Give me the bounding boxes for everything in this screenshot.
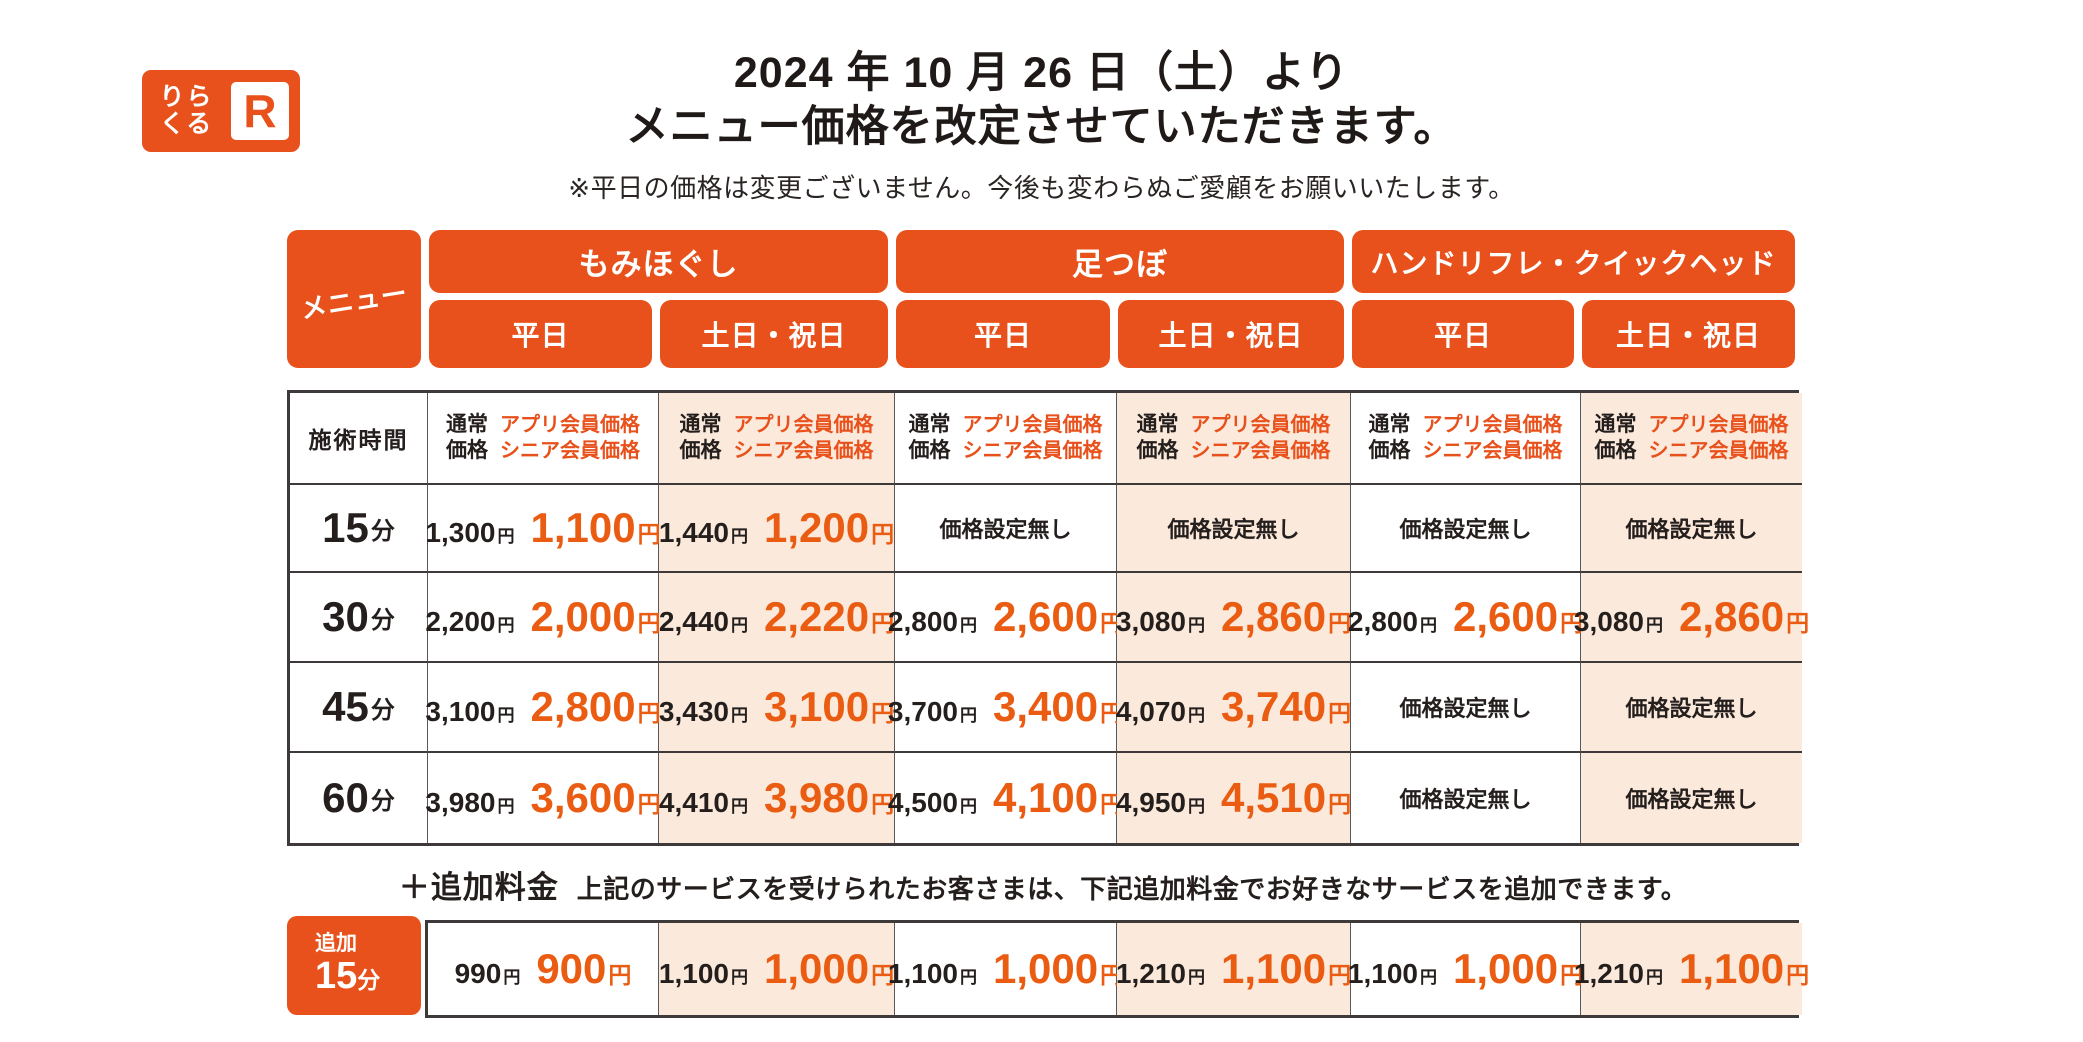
normal-price-label: 通常 価格 xyxy=(679,412,722,462)
normal-price-label: 通常 価格 xyxy=(1136,412,1179,462)
addon-time-box: 追加 15分 xyxy=(287,916,421,1015)
price-cell: 4,500 円 4,100 円 xyxy=(888,753,1123,843)
no-price-cell: 価格設定無し xyxy=(1351,485,1581,573)
price-cell: 3,980 円 3,600 円 xyxy=(425,753,661,843)
no-price-cell: 価格設定無し xyxy=(895,485,1117,573)
price-cell: 3,100 円 2,800 円 xyxy=(425,663,661,753)
price-cell: 1,100 円 1,000 円 xyxy=(1348,923,1583,1015)
no-price-cell: 価格設定無し xyxy=(1351,753,1581,843)
price-cell: 3,430 円 3,100 円 xyxy=(659,663,895,753)
logo-kana-line2: くる xyxy=(159,110,214,138)
category-header-momihogushi: もみほぐし xyxy=(429,230,888,293)
logo-r-mark: R xyxy=(231,82,289,140)
price-legend-cell: 通常 価格 アプリ会員価格 シニア会員価格 xyxy=(659,393,895,485)
price-cell: 2,440 円 2,220 円 xyxy=(659,573,895,663)
addon-price-table: 990 円 900 円 1,100 円 1,000 円 1,100 円 1,000 円 1,210… xyxy=(425,920,1809,1018)
member-price-label: アプリ会員価格 シニア会員価格 xyxy=(962,414,1103,462)
price-cell: 1,440 円 1,200 円 xyxy=(659,485,895,573)
price-table: 施術時間 通常 価格 アプリ会員価格 シニア会員価格 通常 価格 アプリ会員価格 シニア… xyxy=(287,390,1809,846)
day-header-weekend: 土日・祝日 xyxy=(660,300,888,368)
day-header-weekday: 平日 xyxy=(429,300,652,368)
normal-price-label: 通常 価格 xyxy=(446,412,488,462)
logo-kana-line1: りら xyxy=(159,83,214,111)
price-cell: 4,950 円 4,510 円 xyxy=(1116,753,1351,843)
price-cell: 1,210 円 1,100 円 xyxy=(1574,923,1809,1015)
price-cell: 3,080 円 2,860 円 xyxy=(1116,573,1351,663)
price-cell: 4,070 円 3,740 円 xyxy=(1116,663,1351,753)
time-column-header: 施術時間 xyxy=(290,393,428,485)
price-legend-cell: 通常 価格 アプリ会員価格 シニア会員価格 xyxy=(895,393,1117,485)
no-price-cell: 価格設定無し xyxy=(1581,485,1802,573)
no-price-cell: 価格設定無し xyxy=(1351,663,1581,753)
time-cell-60min: 60 分 xyxy=(290,753,428,843)
normal-price-label: 通常 価格 xyxy=(1594,412,1637,462)
day-header-weekend: 土日・祝日 xyxy=(1118,300,1344,368)
price-cell: 1,210 円 1,100 円 xyxy=(1116,923,1351,1015)
price-cell: 1,300 円 1,100 円 xyxy=(425,485,661,573)
member-price-label: アプリ会員価格 シニア会員価格 xyxy=(733,414,874,462)
price-legend-cell: 通常 価格 アプリ会員価格 シニア会員価格 xyxy=(428,393,659,485)
normal-price-label: 通常 価格 xyxy=(908,412,951,462)
no-price-cell: 価格設定無し xyxy=(1117,485,1351,573)
price-cell: 2,800 円 2,600 円 xyxy=(1348,573,1583,663)
time-cell-30min: 30 分 xyxy=(290,573,428,663)
time-cell-45min: 45 分 xyxy=(290,663,428,753)
title-block: 2024 年 10 月 26 日（土）より メニュー価格を改定させていただきます… xyxy=(0,46,2083,205)
day-header-weekday: 平日 xyxy=(1352,300,1574,368)
title-note: ※平日の価格は変更ございません。今後も変わらぬご愛顧をお願いいたします。 xyxy=(568,173,1515,204)
member-price-label: アプリ会員価格 シニア会員価格 xyxy=(1190,414,1331,462)
addon-heading-description: 上記のサービスを受けられたお客さまは、下記追加料金でお好きなサービスを追加できま… xyxy=(576,874,1688,904)
price-cell: 990 円 900 円 xyxy=(428,923,659,1015)
day-header-weekday: 平日 xyxy=(896,300,1110,368)
price-cell: 2,200 円 2,000 円 xyxy=(425,573,661,663)
category-header-ashitsubo: 足つぼ xyxy=(896,230,1344,293)
menu-header: メニュー xyxy=(287,230,421,368)
day-header-weekend: 土日・祝日 xyxy=(1582,300,1795,368)
price-cell: 2,800 円 2,600 円 xyxy=(888,573,1123,663)
price-legend-cell: 通常 価格 アプリ会員価格 シニア会員価格 xyxy=(1351,393,1581,485)
logo-kana: りら くる xyxy=(142,84,231,138)
time-cell-15min: 15 分 xyxy=(290,485,428,573)
no-price-cell: 価格設定無し xyxy=(1581,753,1802,843)
no-price-cell: 価格設定無し xyxy=(1581,663,1802,753)
member-price-label: アプリ会員価格 シニア会員価格 xyxy=(1422,414,1563,462)
category-header-handrefle-quickhead: ハンドリフレ・クイックヘッド xyxy=(1352,230,1795,293)
normal-price-label: 通常 価格 xyxy=(1368,412,1411,462)
logo-r-letter: R xyxy=(243,85,277,137)
member-price-label: アプリ会員価格 シニア会員価格 xyxy=(1648,414,1789,462)
addon-heading-title: ＋追加料金 xyxy=(398,870,559,905)
title-main-line: メニュー価格を改定させていただきます。 xyxy=(625,103,1458,152)
table-header-grid: メニュー もみほぐし 足つぼ ハンドリフレ・クイックヘッド 平日 土日・祝日 平… xyxy=(283,230,1799,368)
member-price-label: アプリ会員価格 シニア会員価格 xyxy=(500,414,640,462)
price-legend-cell: 通常 価格 アプリ会員価格 シニア会員価格 xyxy=(1117,393,1351,485)
price-legend-cell: 通常 価格 アプリ会員価格 シニア会員価格 xyxy=(1581,393,1802,485)
price-cell: 3,700 円 3,400 円 xyxy=(888,663,1123,753)
price-cell: 1,100 円 1,000 円 xyxy=(888,923,1123,1015)
rirakuru-logo: りら くる R xyxy=(142,70,300,152)
price-cell: 1,100 円 1,000 円 xyxy=(659,923,895,1015)
price-cell: 3,080 円 2,860 円 xyxy=(1574,573,1809,663)
title-date-line: 2024 年 10 月 26 日（土）より xyxy=(733,49,1350,97)
price-cell: 4,410 円 3,980 円 xyxy=(659,753,895,843)
addon-heading: ＋追加料金 上記のサービスを受けられたお客さまは、下記追加料金でお好きなサービスを… xyxy=(287,862,1799,907)
